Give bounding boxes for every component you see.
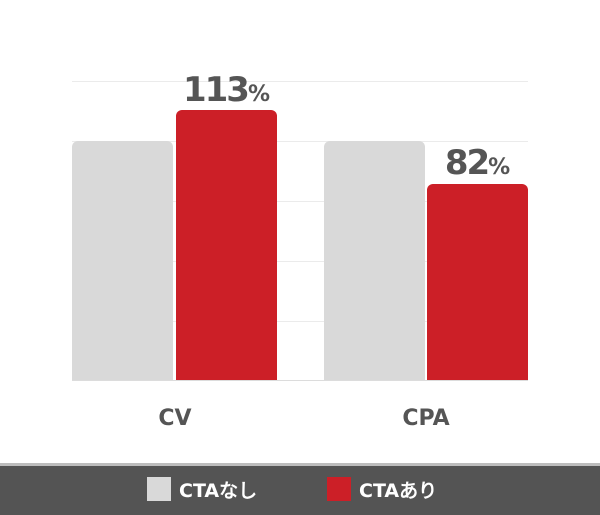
bar-cv-with-cta bbox=[176, 110, 277, 380]
bar-cv-without-cta bbox=[72, 141, 173, 380]
legend-label: CTAなし bbox=[179, 479, 258, 502]
gridline bbox=[72, 321, 528, 322]
category-label-cv: CV bbox=[158, 406, 192, 431]
chart-plot-area: 113% 82% bbox=[72, 73, 528, 381]
bar-cpa-without-cta bbox=[324, 141, 425, 380]
legend-item-without-cta: CTAなし bbox=[147, 475, 257, 503]
gridline bbox=[72, 141, 528, 142]
legend: CTAなし CTAあり bbox=[0, 463, 600, 515]
gridline bbox=[72, 261, 528, 262]
gridline bbox=[72, 201, 528, 202]
legend-swatch-gray bbox=[147, 477, 171, 501]
data-label-cv: 113% bbox=[182, 70, 271, 110]
legend-swatch-red bbox=[327, 477, 351, 501]
gridline bbox=[72, 81, 528, 82]
bar-cpa-with-cta bbox=[427, 184, 528, 380]
data-label-cpa: 82% bbox=[444, 143, 511, 183]
x-axis-baseline bbox=[72, 380, 528, 381]
legend-item-with-cta: CTAあり bbox=[327, 475, 437, 503]
category-label-cpa: CPA bbox=[402, 406, 450, 431]
legend-label: CTAあり bbox=[359, 479, 438, 502]
